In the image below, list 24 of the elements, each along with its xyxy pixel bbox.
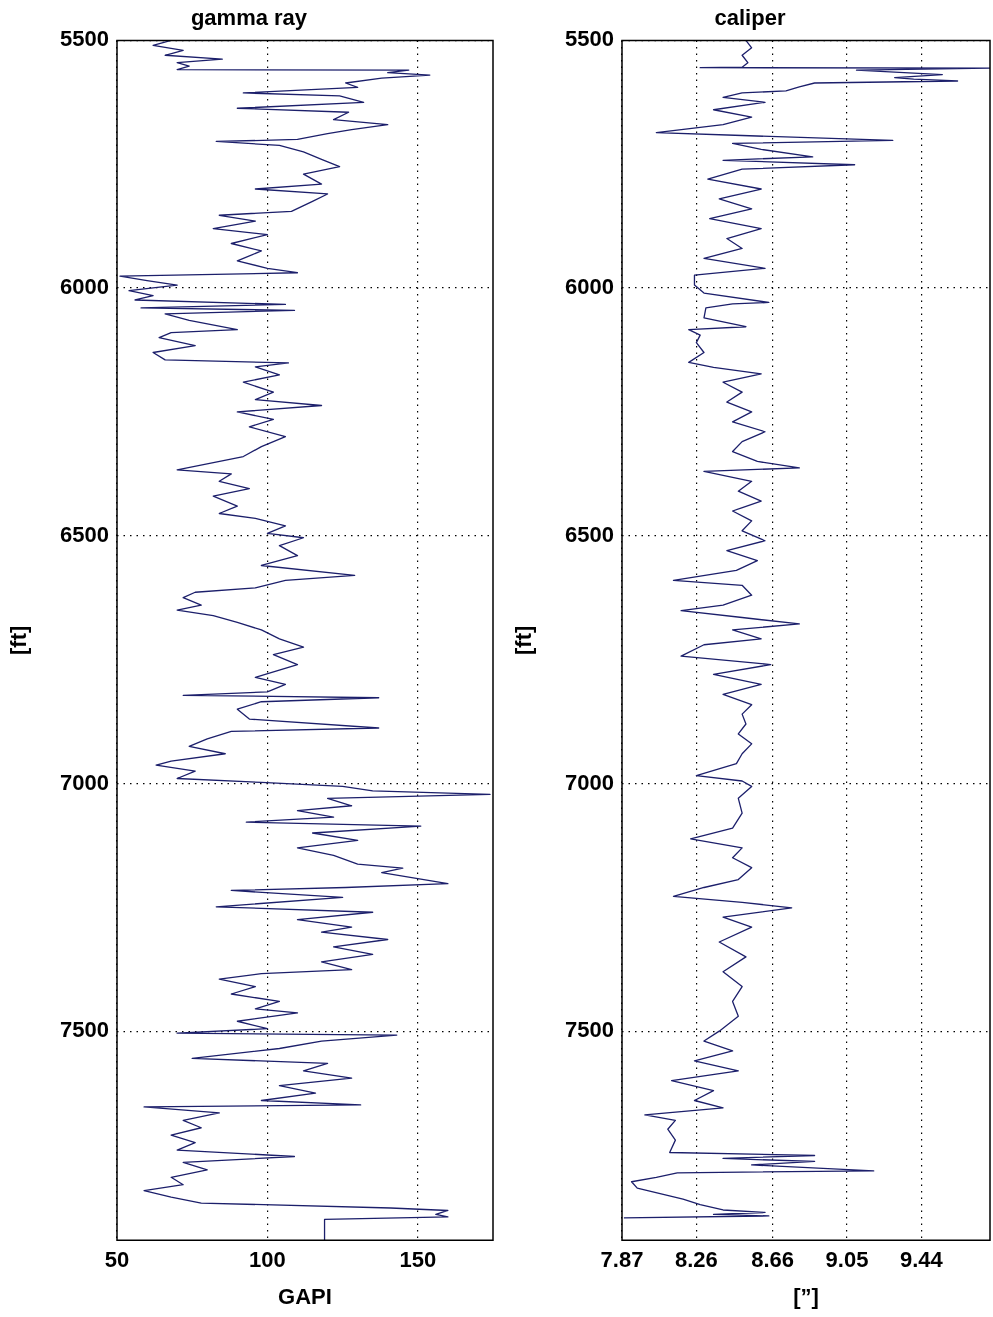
y-axis-title: [ft] bbox=[6, 625, 32, 655]
x-tick-label: 8.26 bbox=[674, 1247, 718, 1273]
y-tick-label: 7000 bbox=[60, 769, 109, 795]
x-tick-label: 9.44 bbox=[899, 1247, 944, 1273]
y-tick-label: 6000 bbox=[565, 274, 614, 300]
y-tick-label: 7500 bbox=[60, 1017, 109, 1043]
x-axis-title: [”] bbox=[793, 1283, 819, 1309]
x-axis-title: GAPI bbox=[278, 1283, 332, 1309]
y-tick-label: 6500 bbox=[60, 521, 109, 547]
chart-title: gamma ray bbox=[190, 5, 308, 31]
y-tick-label: 5500 bbox=[60, 26, 109, 52]
x-tick-label: 150 bbox=[399, 1247, 437, 1273]
x-tick-label: 50 bbox=[104, 1247, 130, 1273]
y-tick-label: 5500 bbox=[565, 26, 614, 52]
x-tick-label: 7.87 bbox=[600, 1247, 644, 1273]
y-tick-label: 7000 bbox=[565, 769, 614, 795]
y-tick-label: 6000 bbox=[60, 274, 109, 300]
x-tick-label: 9.05 bbox=[825, 1247, 869, 1273]
x-tick-label: 100 bbox=[249, 1247, 286, 1273]
chart-title: caliper bbox=[714, 5, 786, 31]
x-tick-label: 8.66 bbox=[751, 1247, 795, 1273]
y-tick-label: 6500 bbox=[565, 521, 614, 547]
y-tick-label: 7500 bbox=[565, 1017, 614, 1043]
y-axis-title: [ft] bbox=[511, 625, 537, 655]
